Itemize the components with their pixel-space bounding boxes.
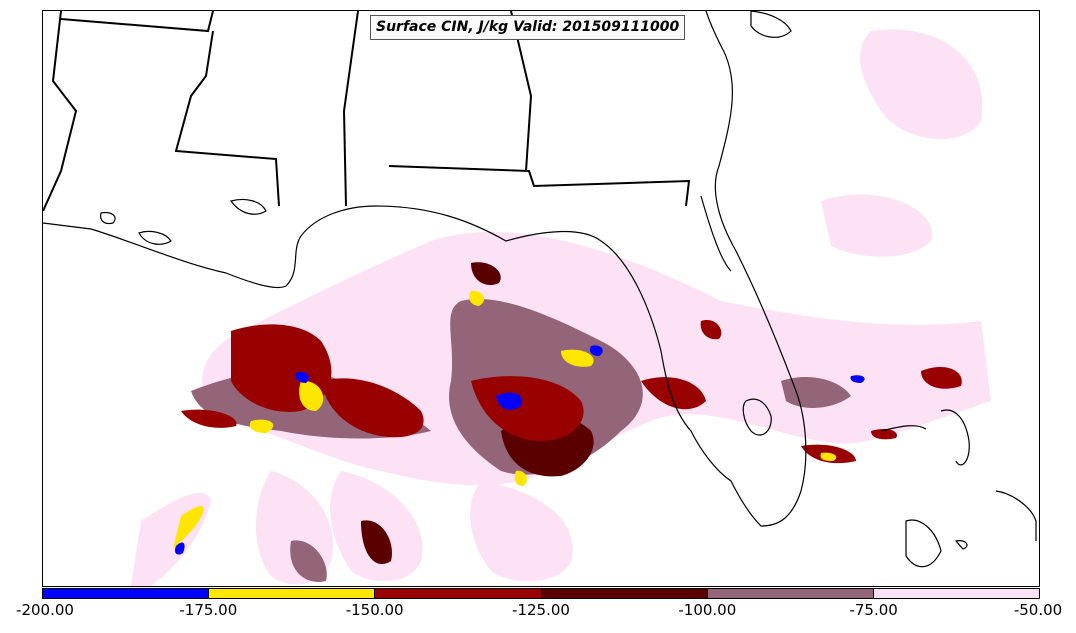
map-panel	[42, 10, 1040, 587]
colorbar-tick-label: -125.00	[512, 601, 570, 619]
cin-bin-75-50	[872, 589, 1040, 598]
colorbar-tick-label: -50.00	[1013, 601, 1063, 619]
colorbar-tick-label: -200.00	[16, 601, 74, 619]
colorbar-tick-label: -75.00	[849, 601, 898, 619]
colorbar	[42, 588, 1040, 599]
cin-bin-125-100	[540, 589, 707, 598]
colorbar-tick-label: -175.00	[179, 601, 238, 619]
cin-field-yellow	[173, 290, 837, 549]
colorbar-tick-label: -150.00	[345, 601, 404, 619]
cin-bin-175-150	[208, 589, 375, 598]
cin-field-light	[131, 29, 992, 586]
cin-map	[43, 11, 1037, 586]
cin-bin-150-125	[374, 589, 541, 598]
cin-bin-100-75	[706, 589, 873, 598]
cin-field-blue	[174, 345, 865, 555]
coastlines	[43, 11, 1037, 568]
cin-bin-200-175	[43, 589, 209, 598]
state-boundaries	[43, 11, 691, 212]
map-title: Surface CIN, J/kg Valid: 201509111000	[370, 15, 686, 40]
colorbar-tick-label: -100.00	[678, 601, 737, 619]
